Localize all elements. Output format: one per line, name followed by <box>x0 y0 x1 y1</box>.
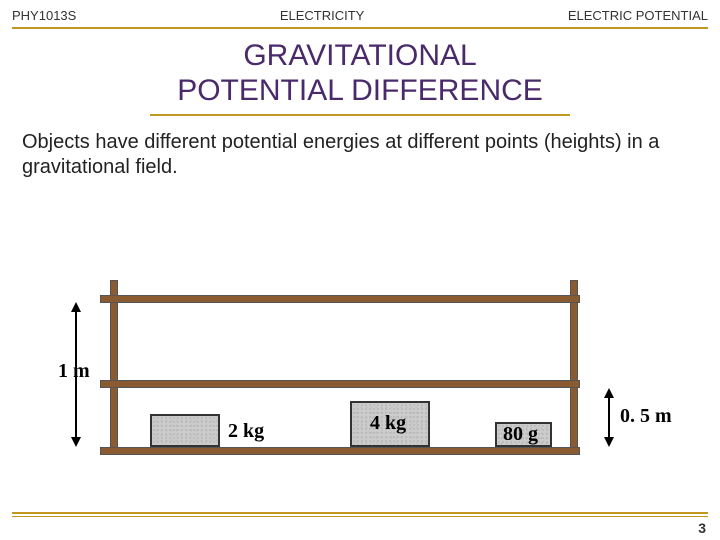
mass-box-0 <box>150 414 220 447</box>
slide-title: GRAVITATIONAL POTENTIAL DIFFERENCE <box>0 39 720 108</box>
shelf-diagram: 2 kg 4 kg 80 g 1 m 0. 5 m <box>0 250 720 480</box>
right-measure-arrow-up <box>604 388 614 398</box>
mass-label-2: 80 g <box>503 423 538 446</box>
shelf-left-post <box>110 280 118 455</box>
header-center: ELECTRICITY <box>280 8 365 23</box>
title-line-1: GRAVITATIONAL <box>243 39 476 72</box>
right-measure-arrow-down <box>604 437 614 447</box>
header-right: ELECTRIC POTENTIAL <box>568 8 708 23</box>
right-measure-label: 0. 5 m <box>620 405 672 428</box>
footer-divider <box>12 512 708 516</box>
left-measure-arrow-down <box>71 437 81 447</box>
body-paragraph: Objects have different potential energie… <box>0 116 720 180</box>
shelf-right-post <box>570 280 578 455</box>
mass-label-0: 2 kg <box>228 420 264 443</box>
shelf-bottom-bar <box>100 447 580 455</box>
header-left: PHY1013S <box>12 8 76 23</box>
mass-label-1: 4 kg <box>370 412 406 435</box>
right-measure-line <box>608 396 610 439</box>
left-measure-label: 1 m <box>58 360 90 383</box>
title-line-2: POTENTIAL DIFFERENCE <box>177 74 543 107</box>
shelf-mid-bar <box>100 380 580 388</box>
left-measure-arrow-up <box>71 302 81 312</box>
shelf-top-bar <box>100 295 580 303</box>
header-divider <box>12 27 708 29</box>
page-number: 3 <box>698 520 706 536</box>
